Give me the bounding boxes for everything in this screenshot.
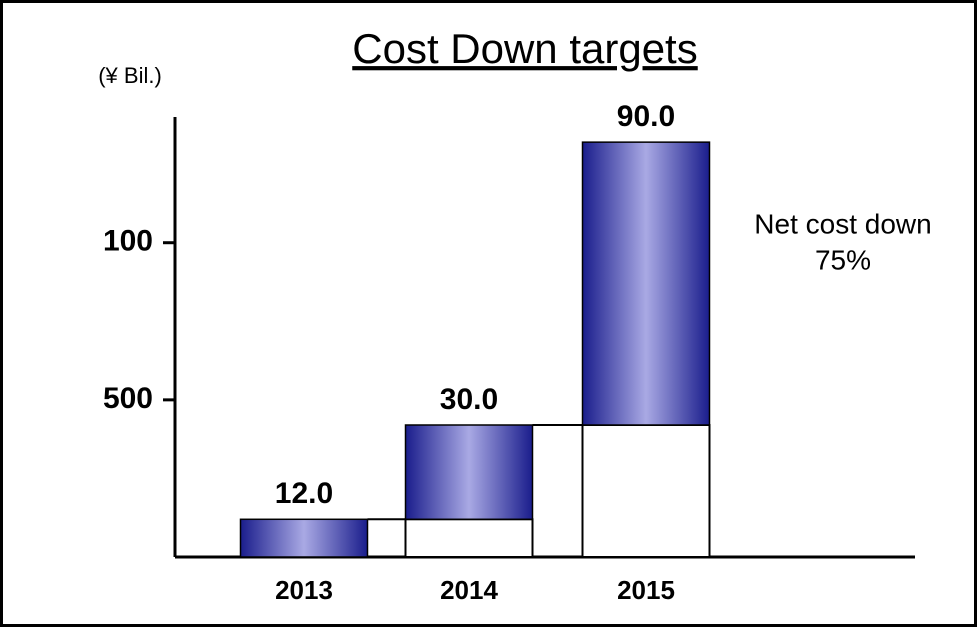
x-tick-label: 2013 [275, 575, 333, 605]
value-label: 12.0 [275, 477, 333, 510]
x-tick-label: 2014 [440, 575, 498, 605]
annotation: Net cost down [754, 208, 931, 239]
bar [239, 518, 369, 558]
base [581, 424, 711, 558]
y-tick-label: 500 [103, 382, 153, 415]
annotation: 75% [815, 244, 871, 275]
chart-title: Cost Down targets [352, 25, 697, 72]
base [404, 518, 534, 558]
value-label: 30.0 [440, 383, 498, 416]
value-label: 90.0 [617, 100, 675, 133]
bar [404, 424, 534, 521]
bar [581, 141, 711, 426]
unit-label: (¥ Bil.) [98, 63, 162, 88]
y-tick-label: 100 [103, 225, 153, 258]
x-tick-label: 2015 [617, 575, 675, 605]
